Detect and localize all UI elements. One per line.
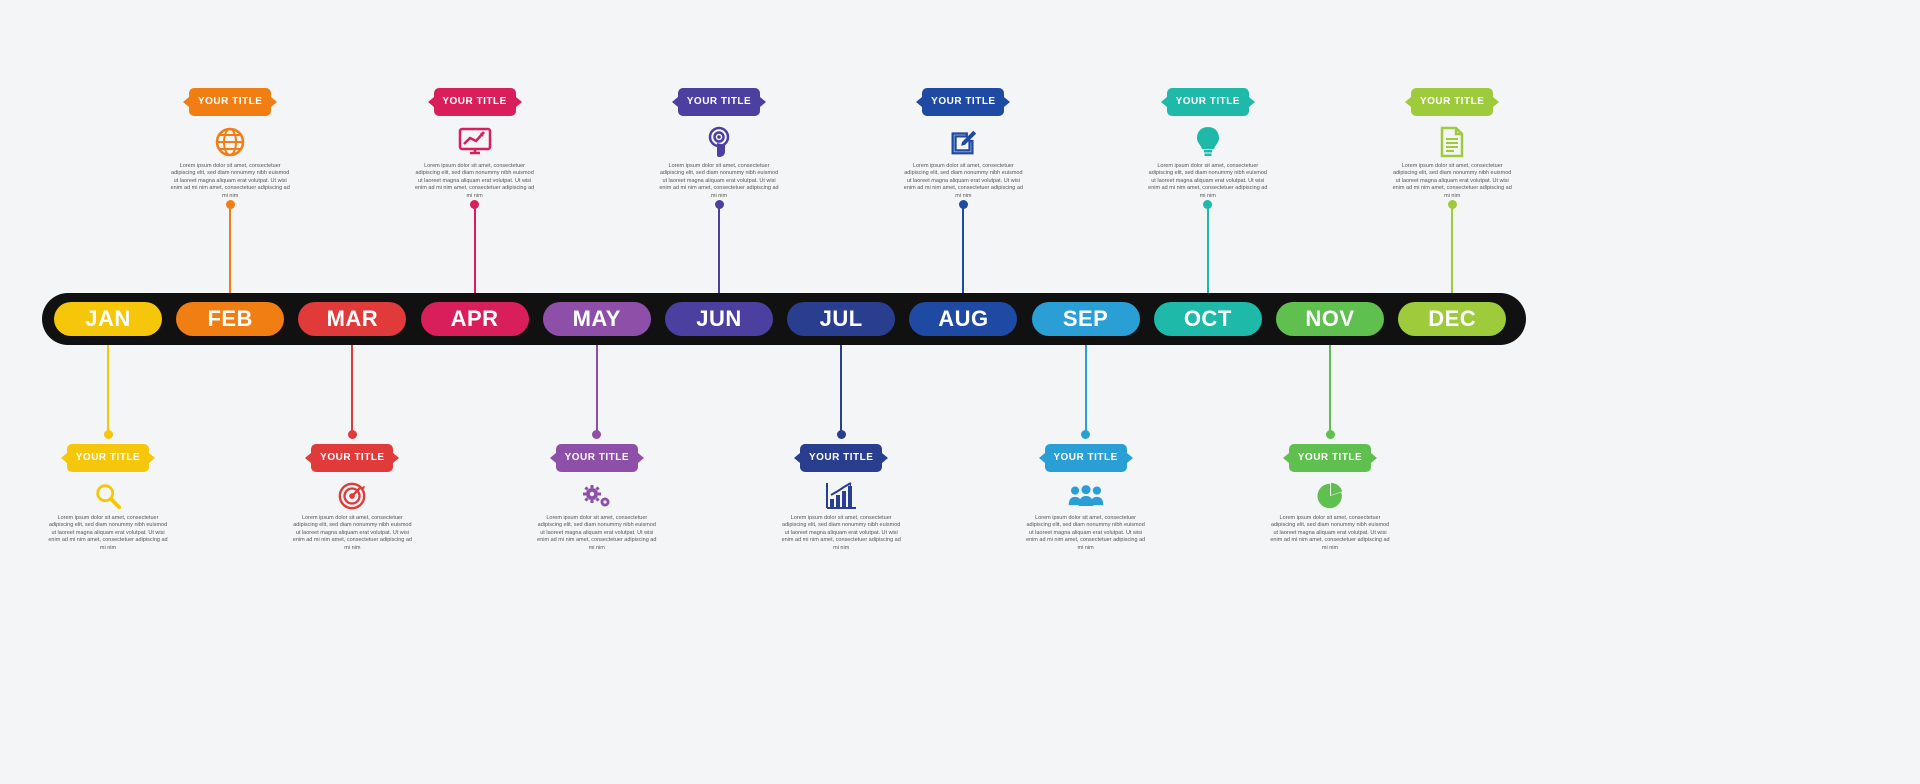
month-pill-feb: FEB bbox=[176, 302, 284, 336]
month-pill-jan: JAN bbox=[54, 302, 162, 336]
month-description: Lorem ipsum dolor sit amet, consectetuer… bbox=[1269, 515, 1391, 552]
connector bbox=[1207, 204, 1209, 293]
connector bbox=[718, 204, 720, 293]
month-pill-dec: DEC bbox=[1398, 302, 1506, 336]
connector-dot bbox=[959, 200, 968, 209]
month-description: Lorem ipsum dolor sit amet, consectetuer… bbox=[658, 163, 780, 200]
monitor-chart-icon bbox=[455, 122, 495, 162]
connector bbox=[229, 204, 231, 293]
connector-dot bbox=[470, 200, 479, 209]
month-pill-mar: MAR bbox=[298, 302, 406, 336]
connector-dot bbox=[592, 430, 601, 439]
title-tab: YOUR TITLE bbox=[1045, 444, 1127, 472]
month-pill-nov: NOV bbox=[1276, 302, 1384, 336]
month-pill-oct: OCT bbox=[1154, 302, 1262, 336]
connector bbox=[474, 204, 476, 293]
month-description: Lorem ipsum dolor sit amet, consectetuer… bbox=[902, 163, 1024, 200]
connector bbox=[351, 345, 353, 434]
connector bbox=[962, 204, 964, 293]
title-tab: YOUR TITLE bbox=[1289, 444, 1371, 472]
month-description: Lorem ipsum dolor sit amet, consectetuer… bbox=[414, 163, 536, 200]
connector bbox=[1451, 204, 1453, 293]
month-pill-may: MAY bbox=[543, 302, 651, 336]
title-tab: YOUR TITLE bbox=[311, 444, 393, 472]
month-description: Lorem ipsum dolor sit amet, consectetuer… bbox=[291, 515, 413, 552]
connector bbox=[1329, 345, 1331, 434]
title-tab: YOUR TITLE bbox=[922, 88, 1004, 116]
connector-dot bbox=[348, 430, 357, 439]
connector-dot bbox=[1448, 200, 1457, 209]
month-pill-jun: JUN bbox=[665, 302, 773, 336]
month-description: Lorem ipsum dolor sit amet, consectetuer… bbox=[1391, 163, 1513, 200]
connector bbox=[1085, 345, 1087, 434]
connector-dot bbox=[1326, 430, 1335, 439]
title-tab: YOUR TITLE bbox=[434, 88, 516, 116]
title-tab: YOUR TITLE bbox=[800, 444, 882, 472]
touch-icon bbox=[699, 122, 739, 162]
month-pill-apr: APR bbox=[421, 302, 529, 336]
bulb-icon bbox=[1188, 122, 1228, 162]
people-icon bbox=[1066, 476, 1106, 516]
connector-dot bbox=[715, 200, 724, 209]
bar-chart-icon bbox=[821, 476, 861, 516]
gears-icon bbox=[577, 476, 617, 516]
connector-dot bbox=[1203, 200, 1212, 209]
title-tab: YOUR TITLE bbox=[556, 444, 638, 472]
title-tab: YOUR TITLE bbox=[67, 444, 149, 472]
month-description: Lorem ipsum dolor sit amet, consectetuer… bbox=[1025, 515, 1147, 552]
title-tab: YOUR TITLE bbox=[1167, 88, 1249, 116]
title-tab: YOUR TITLE bbox=[189, 88, 271, 116]
target-icon bbox=[332, 476, 372, 516]
connector-dot bbox=[1081, 430, 1090, 439]
month-pill-sep: SEP bbox=[1032, 302, 1140, 336]
month-description: Lorem ipsum dolor sit amet, consectetuer… bbox=[169, 163, 291, 200]
connector-dot bbox=[226, 200, 235, 209]
pie-icon bbox=[1310, 476, 1350, 516]
magnifier-icon bbox=[88, 476, 128, 516]
month-description: Lorem ipsum dolor sit amet, consectetuer… bbox=[1147, 163, 1269, 200]
globe-icon bbox=[210, 122, 250, 162]
month-description: Lorem ipsum dolor sit amet, consectetuer… bbox=[780, 515, 902, 552]
month-pill-jul: JUL bbox=[787, 302, 895, 336]
connector bbox=[840, 345, 842, 434]
month-pill-aug: AUG bbox=[909, 302, 1017, 336]
edit-icon bbox=[943, 122, 983, 162]
connector bbox=[107, 345, 109, 434]
month-description: Lorem ipsum dolor sit amet, consectetuer… bbox=[536, 515, 658, 552]
title-tab: YOUR TITLE bbox=[678, 88, 760, 116]
title-tab: YOUR TITLE bbox=[1411, 88, 1493, 116]
connector-dot bbox=[104, 430, 113, 439]
connector-dot bbox=[837, 430, 846, 439]
month-description: Lorem ipsum dolor sit amet, consectetuer… bbox=[47, 515, 169, 552]
document-icon bbox=[1432, 122, 1472, 162]
connector bbox=[596, 345, 598, 434]
